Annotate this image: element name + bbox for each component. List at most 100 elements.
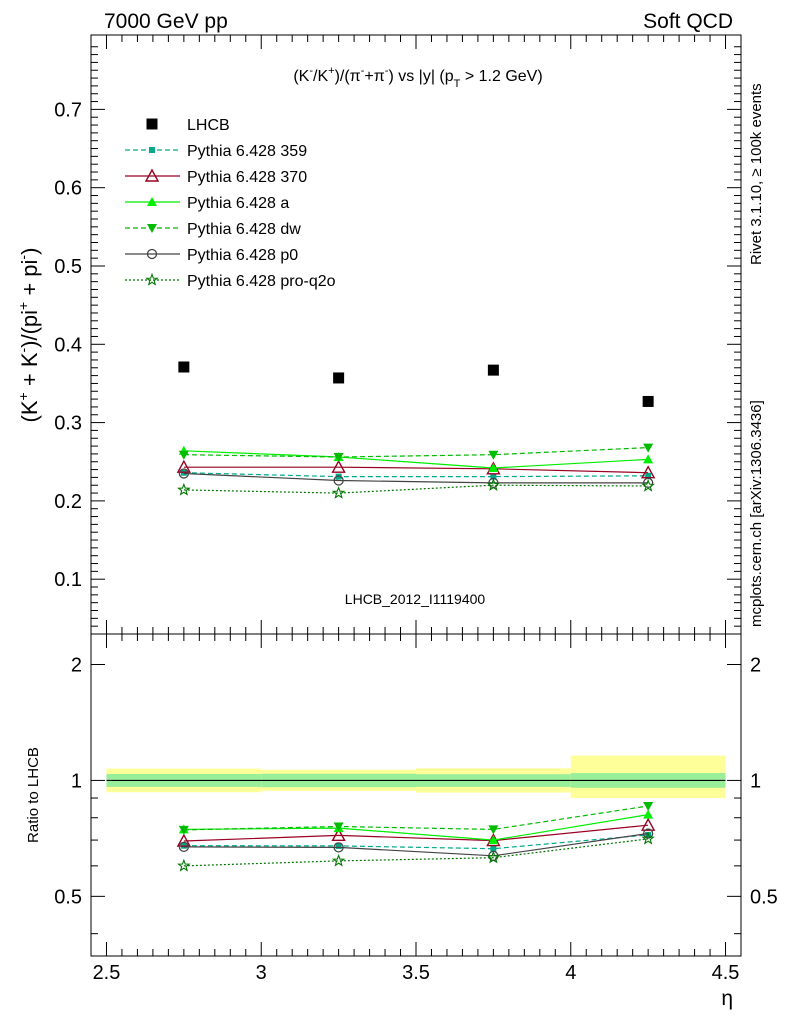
legend-marker	[147, 224, 157, 233]
legend-label: Pythia 6.428 a	[187, 195, 289, 212]
ratio-point	[643, 802, 654, 812]
main-point	[486, 478, 501, 491]
ratio-y-axis-label: Ratio to LHCB	[25, 747, 42, 843]
ratio-point	[488, 825, 499, 835]
main-point	[488, 450, 499, 460]
main-line	[183, 466, 649, 474]
y-tick-label: 0.4	[54, 334, 82, 356]
ratio-y-tick-label-right: 2	[750, 654, 761, 676]
ratio-point	[177, 858, 191, 872]
legend-marker	[146, 248, 158, 260]
legend-marker	[146, 118, 158, 130]
main-point	[643, 454, 654, 464]
y-tick-label: 0.2	[54, 491, 82, 513]
legend-item: Pythia 6.428 359	[125, 143, 307, 160]
main-point	[642, 477, 654, 489]
x-tick-label: 2.5	[93, 962, 121, 984]
x-tick-label: 3.5	[402, 962, 430, 984]
main-point	[178, 361, 190, 373]
legend-label: Pythia 6.428 370	[187, 169, 307, 186]
header-left: 7000 GeV pp	[104, 10, 228, 33]
ratio-point	[333, 842, 344, 853]
ratio-point	[488, 835, 499, 845]
main-point	[487, 364, 499, 376]
main-point	[642, 395, 654, 407]
main-line	[183, 472, 649, 478]
header-right: Soft QCD	[643, 10, 733, 33]
legend-item: Pythia 6.428 dw	[125, 221, 301, 238]
main-point	[178, 450, 189, 460]
ratio-y-tick-label: 2	[71, 654, 82, 676]
legend-item: Pythia 6.428 pro-q2o	[125, 272, 336, 290]
main-line	[183, 472, 649, 484]
main-point	[176, 459, 192, 473]
main-point	[645, 472, 652, 479]
legend-marker	[147, 197, 157, 206]
axes: 2.5 3 3.5 4 4.5 0.1 0.2 0.3 0.4 0.5 0.6 0.7 0.5 0.5 1 1…	[54, 34, 778, 984]
ratio-point	[642, 828, 654, 839]
y-tick-label: 0.6	[54, 178, 82, 200]
main-point	[333, 453, 344, 463]
legend-marker	[145, 272, 159, 286]
main-title: (K-/K+)/(π-+π-) vs |y| (pT > 1.2 GeV)	[293, 65, 542, 90]
legend-marker	[149, 147, 155, 153]
legend-item: LHCB	[146, 117, 230, 134]
legend-marker	[144, 168, 160, 182]
ratio-line	[183, 824, 649, 842]
ratio-point	[486, 850, 501, 864]
main-line	[183, 484, 649, 494]
main-point	[331, 485, 346, 499]
series-pythia-6-428-370	[176, 459, 656, 479]
mcplots-label: mcplots.cern.ch [arXiv:1306.3436]	[748, 400, 765, 627]
x-tick-label: 3	[256, 962, 267, 984]
ratio-point	[178, 841, 190, 853]
series-lhcb	[178, 361, 654, 407]
legend-item: Pythia 6.428 a	[125, 195, 289, 212]
legend-label: LHCB	[187, 117, 230, 134]
ratio-y-tick-label: 1	[71, 770, 82, 792]
ratio-y-tick-label-right: 1	[750, 770, 761, 792]
legend-item: Pythia 6.428 p0	[125, 247, 298, 264]
ratio-series-pythia-6-428-359	[180, 831, 652, 852]
main-point	[488, 463, 499, 473]
y-tick-label: 0.7	[54, 99, 82, 121]
main-point	[490, 473, 497, 480]
legend-label: Pythia 6.428 pro-q2o	[187, 273, 336, 290]
main-y-axis-label: (K+ + K-)/(pi+ + pi-)	[15, 248, 42, 423]
ratio-series-pythia-6-428-dw	[178, 802, 654, 835]
ratio-series-pythia-6-428-pro-q2o	[177, 831, 655, 872]
y-tick-label: 0.1	[54, 569, 82, 591]
series-pythia-6-428-dw	[178, 443, 654, 463]
ratio-point	[335, 842, 342, 849]
series-pythia-6-428-p0	[178, 468, 654, 489]
x-axis-label: η	[721, 987, 733, 1010]
svg-text:(K-/K+)/(π-+π-) vs |y| (pT > 1: (K-/K+)/(π-+π-) vs |y| (pT > 1.2 GeV)	[293, 65, 542, 90]
x-tick-label: 4.5	[712, 962, 740, 984]
ratio-point	[641, 831, 655, 845]
ratio-point	[643, 809, 654, 819]
main-point	[178, 468, 190, 479]
main-point	[333, 475, 344, 486]
ratio-line	[183, 834, 649, 850]
rivet-label: Rivet 3.1.10, ≥ 100k events	[748, 83, 765, 265]
ratio-point	[331, 827, 346, 842]
ratio-bands	[106, 755, 726, 799]
legend-label: Pythia 6.428 p0	[187, 247, 298, 264]
ratio-point	[640, 817, 656, 831]
legend-item: Pythia 6.428 370	[125, 168, 307, 186]
y-tick-label: 0.3	[54, 413, 82, 435]
ratio-y-tick-label-right: 0.5	[750, 886, 778, 908]
main-line	[183, 447, 649, 458]
ratio-line	[183, 838, 649, 867]
main-point	[643, 443, 654, 453]
ratio-line	[183, 814, 649, 841]
x-tick-label: 4	[565, 962, 576, 984]
ratio-point	[490, 845, 497, 852]
ratio-line	[183, 832, 649, 857]
main-series	[176, 361, 656, 499]
main-line	[183, 450, 649, 469]
ratio-point	[178, 825, 189, 835]
legend: LHCB Pythia 6.428 359 Pythia 6.428 370 Pyth…	[125, 117, 336, 290]
main-point	[177, 482, 191, 496]
